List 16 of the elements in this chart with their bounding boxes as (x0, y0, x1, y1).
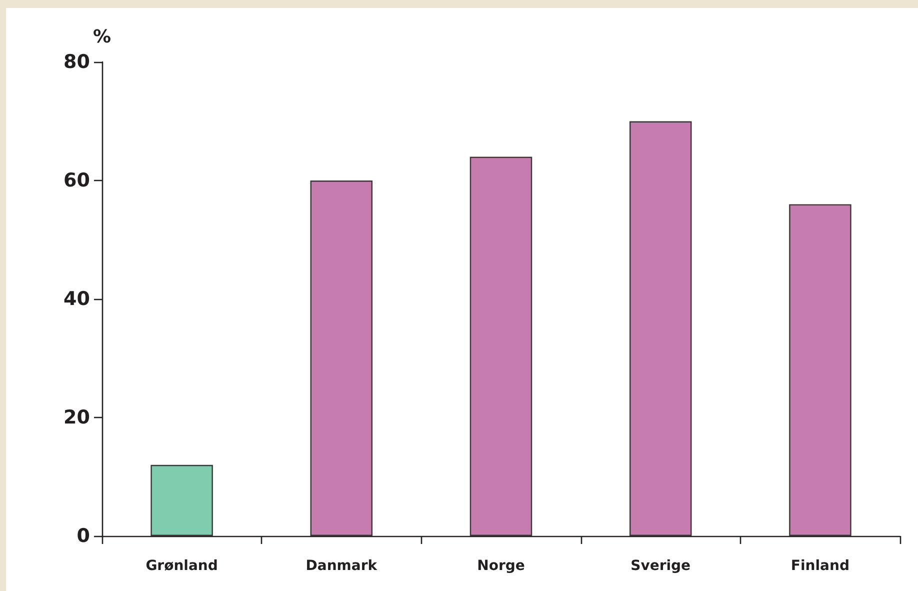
bar (150, 464, 213, 536)
x-tick-label: Sverige (630, 558, 691, 574)
x-tick-label: Danmark (306, 558, 378, 574)
bar (789, 204, 852, 536)
bar (629, 121, 692, 536)
y-tick-label: 0 (76, 525, 90, 547)
x-tick-label: Finland (790, 558, 850, 574)
y-tick-label: 20 (64, 406, 90, 428)
y-tick-label: 40 (64, 288, 90, 310)
bar (470, 156, 532, 536)
y-tick-label: 60 (64, 170, 90, 192)
y-tick-label: 80 (64, 51, 90, 73)
x-tick-label: Grønland (146, 558, 218, 574)
y-axis-title: % (92, 26, 112, 48)
x-tick-label: Norge (477, 558, 525, 574)
bar (310, 180, 373, 536)
